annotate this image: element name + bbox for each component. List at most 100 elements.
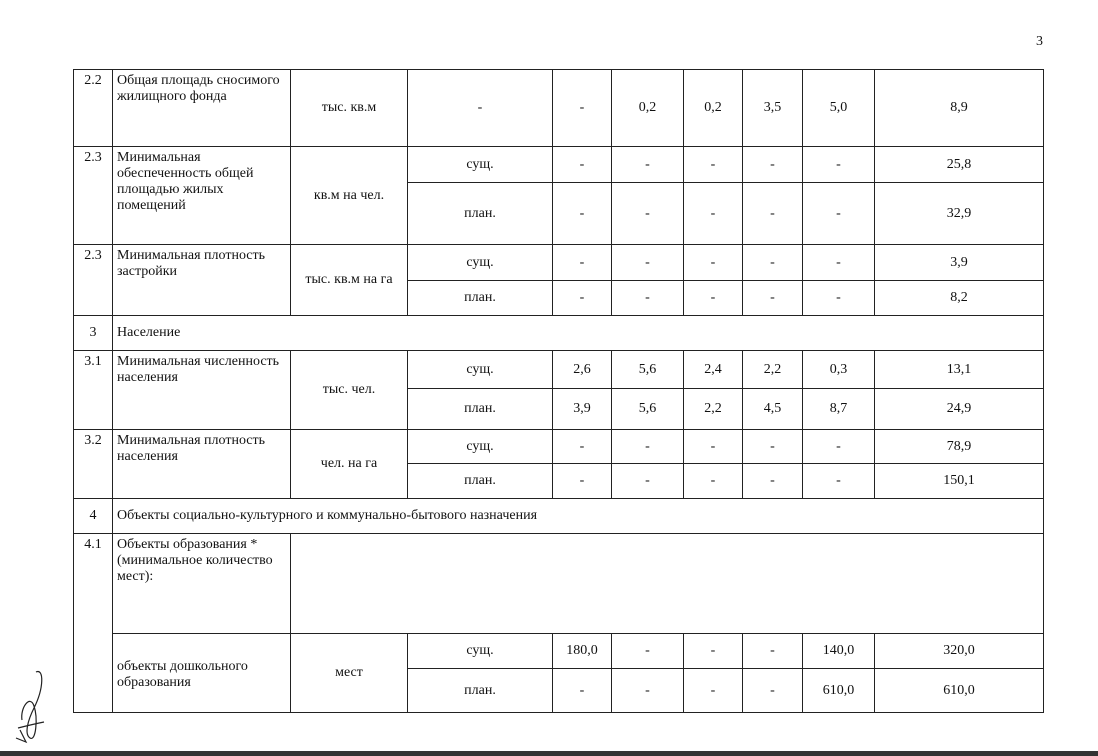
value-cell: - bbox=[552, 463, 612, 499]
row-number: 4.1 bbox=[73, 533, 113, 713]
section-title: Население bbox=[112, 315, 1044, 351]
value-cell: 4,5 bbox=[742, 388, 803, 430]
unit-cell: тыс. кв.м bbox=[290, 69, 408, 147]
total-cell: 610,0 bbox=[874, 668, 1044, 713]
total-cell: 3,9 bbox=[874, 244, 1044, 281]
indicator-name: Минимальная плотность застройки bbox=[112, 244, 291, 316]
total-cell: 32,9 bbox=[874, 182, 1044, 245]
segment-cell: сущ. bbox=[407, 633, 553, 669]
indicator-name: Минимальная обеспеченность общей площадь… bbox=[112, 146, 291, 245]
value-cell: - bbox=[742, 668, 803, 713]
segment-cell: план. bbox=[407, 182, 553, 245]
section-title: Объекты социально-культурного и коммунал… bbox=[112, 498, 1044, 534]
value-cell: 2,4 bbox=[683, 350, 743, 389]
value-cell: - bbox=[683, 146, 743, 183]
segment-cell: сущ. bbox=[407, 429, 553, 464]
indicator-name: Общая площадь сносимого жилищного фонда bbox=[112, 69, 291, 147]
table-row: объекты дошкольного образования мест сущ. 1… bbox=[74, 633, 1044, 713]
indicator-name: Минимальная численность населения bbox=[112, 350, 291, 430]
value-cell: 2,2 bbox=[742, 350, 803, 389]
value-cell: 5,0 bbox=[802, 69, 875, 147]
total-cell: 24,9 bbox=[874, 388, 1044, 430]
segment-cell: сущ. bbox=[407, 146, 553, 183]
unit-cell: тыс. чел. bbox=[290, 350, 408, 430]
value-cell: - bbox=[683, 463, 743, 499]
group-name: Объекты образования * (минимальное колич… bbox=[112, 533, 291, 634]
value-cell: - bbox=[802, 146, 875, 183]
value-cell: - bbox=[552, 280, 612, 316]
total-cell: 25,8 bbox=[874, 146, 1044, 183]
value-cell: - bbox=[611, 668, 684, 713]
segment-cell: - bbox=[407, 69, 553, 147]
total-cell: 320,0 bbox=[874, 633, 1044, 669]
scan-edge bbox=[0, 751, 1098, 756]
value-cell: - bbox=[552, 668, 612, 713]
row-number: 3.2 bbox=[73, 429, 113, 499]
section-row: 4 Объекты социально-культурного и коммуна… bbox=[73, 498, 1044, 534]
segment-cell: план. bbox=[407, 668, 553, 713]
table-row: 3.2 Минимальная плотность населения чел. н… bbox=[73, 429, 1044, 499]
value-cell: - bbox=[802, 463, 875, 499]
value-cell: 0,3 bbox=[802, 350, 875, 389]
segment-cell: сущ. bbox=[407, 350, 553, 389]
row-number: 4 bbox=[73, 498, 113, 534]
value-cell: - bbox=[683, 429, 743, 464]
value-cell: - bbox=[611, 429, 684, 464]
value-cell: - bbox=[611, 280, 684, 316]
value-cell: - bbox=[802, 244, 875, 281]
row-number: 3 bbox=[73, 315, 113, 351]
table-row: 2.3 Минимальная плотность застройки тыс. к… bbox=[73, 244, 1044, 316]
value-cell: - bbox=[611, 463, 684, 499]
table-row: 2.2 Общая площадь сносимого жилищного фон… bbox=[73, 69, 1044, 147]
row-number: 2.2 bbox=[73, 69, 113, 147]
value-cell: 8,7 bbox=[802, 388, 875, 430]
segment-cell: сущ. bbox=[407, 244, 553, 281]
value-cell: 180,0 bbox=[552, 633, 612, 669]
row-number: 2.3 bbox=[73, 244, 113, 316]
segment-cell: план. bbox=[407, 388, 553, 430]
segment-cell: план. bbox=[407, 280, 553, 316]
value-cell: - bbox=[683, 668, 743, 713]
total-cell: 13,1 bbox=[874, 350, 1044, 389]
value-cell: - bbox=[611, 182, 684, 245]
section-row: 3 Население bbox=[73, 315, 1044, 351]
value-cell: - bbox=[552, 429, 612, 464]
value-cell: - bbox=[611, 146, 684, 183]
value-cell: - bbox=[742, 463, 803, 499]
table-row: 3.1 Минимальная численность населения тыс.… bbox=[73, 350, 1044, 430]
total-cell: 150,1 bbox=[874, 463, 1044, 499]
total-cell: 8,9 bbox=[874, 69, 1044, 147]
value-cell: 5,6 bbox=[611, 350, 684, 389]
value-cell: - bbox=[742, 280, 803, 316]
value-cell: 2,6 bbox=[552, 350, 612, 389]
value-cell: - bbox=[683, 182, 743, 245]
value-cell: - bbox=[552, 182, 612, 245]
indicator-name: объекты дошкольного образования bbox=[112, 633, 291, 713]
value-cell: 140,0 bbox=[802, 633, 875, 669]
value-cell: - bbox=[742, 633, 803, 669]
total-cell: 8,2 bbox=[874, 280, 1044, 316]
value-cell: - bbox=[683, 244, 743, 281]
value-cell: 2,2 bbox=[683, 388, 743, 430]
page-number: 3 bbox=[1036, 34, 1043, 49]
segment-cell: план. bbox=[407, 463, 553, 499]
value-cell: - bbox=[802, 280, 875, 316]
value-cell: - bbox=[802, 182, 875, 245]
value-cell: - bbox=[742, 182, 803, 245]
table-row: 4.1 Объекты образования * (минимальное ко… bbox=[73, 533, 1044, 713]
value-cell: - bbox=[683, 280, 743, 316]
row-number: 3.1 bbox=[73, 350, 113, 430]
unit-cell: кв.м на чел. bbox=[290, 146, 408, 245]
value-cell: - bbox=[683, 633, 743, 669]
signature bbox=[15, 670, 45, 744]
value-cell: - bbox=[611, 244, 684, 281]
value-cell: - bbox=[742, 146, 803, 183]
indicator-name: Минимальная плотность населения bbox=[112, 429, 291, 499]
indicators-table: 2.2 Общая площадь сносимого жилищного фон… bbox=[73, 69, 1044, 713]
row-number: 2.3 bbox=[73, 146, 113, 245]
value-cell: - bbox=[552, 146, 612, 183]
table-row: план. - - - - -32,9 bbox=[74, 182, 1044, 245]
value-cell: - bbox=[611, 633, 684, 669]
value-cell: 610,0 bbox=[802, 668, 875, 713]
value-cell: - bbox=[552, 244, 612, 281]
